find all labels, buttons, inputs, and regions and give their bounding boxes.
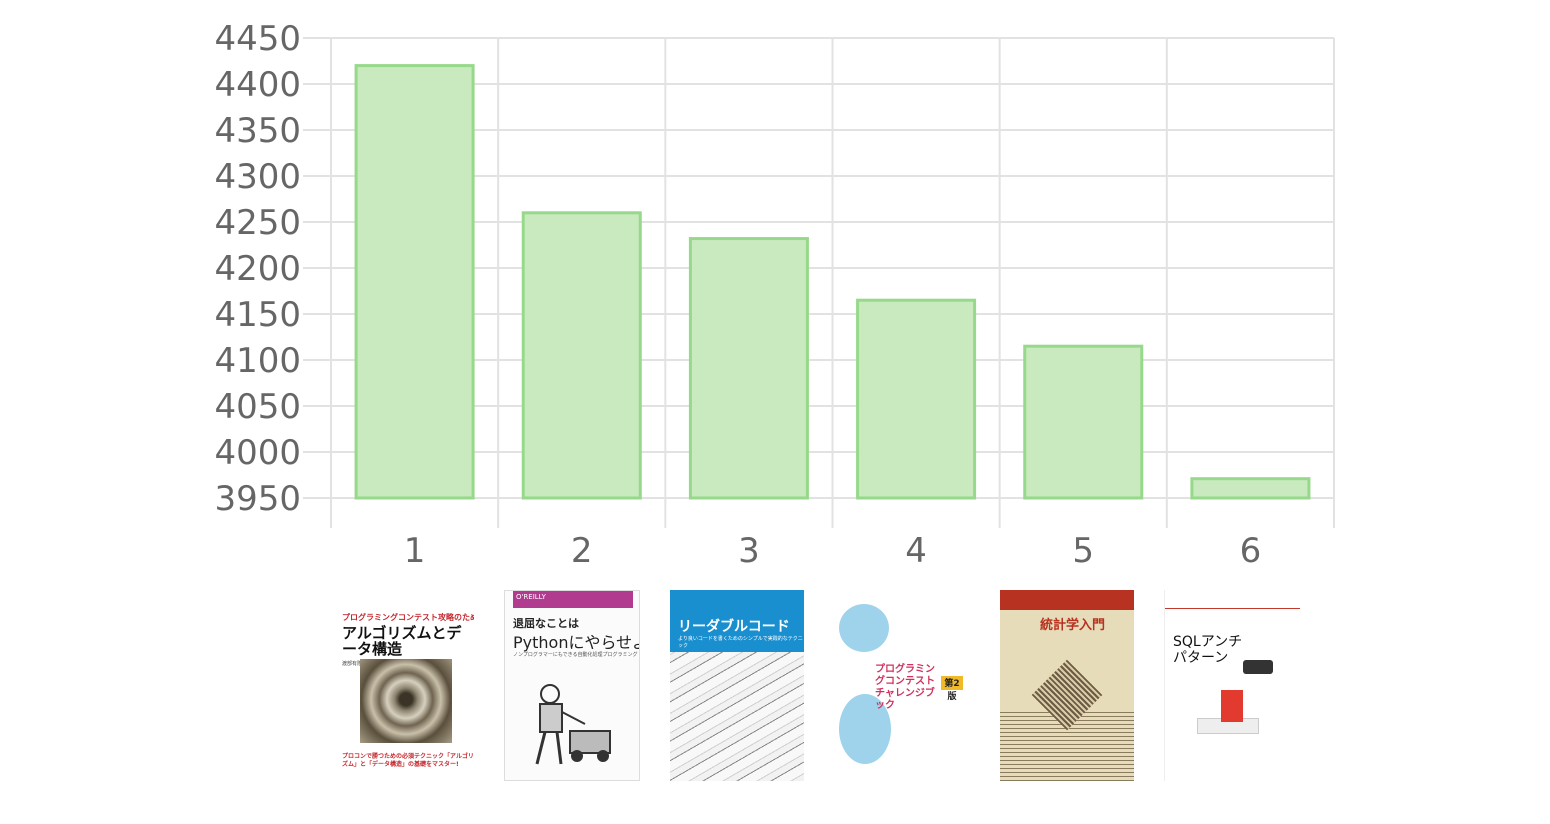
book-cover-python: O'REILLY 退屈なことは Pythonにやらせよう ノンプログラマーにもで… bbox=[504, 590, 640, 781]
bar-2 bbox=[521, 211, 642, 500]
sheet-music-image bbox=[670, 652, 804, 781]
y-tick-label: 3950 bbox=[214, 479, 301, 519]
robot-lawnmower-illustration bbox=[535, 684, 611, 765]
cover-1-title-line: プログラミングコンテスト攻略のための bbox=[342, 613, 474, 622]
red-band bbox=[1000, 590, 1134, 610]
bar-3 bbox=[688, 237, 809, 500]
y-tick-label: 4100 bbox=[214, 341, 301, 381]
y-tick-label: 4350 bbox=[214, 111, 301, 151]
book-cover-statistics: 統計学入門 bbox=[1000, 590, 1134, 781]
cover-3-title: リーダブルコード bbox=[678, 619, 790, 635]
book-cover-sql-antipatterns: SQLアンチパターン bbox=[1164, 590, 1300, 781]
x-tick-label: 2 bbox=[571, 531, 593, 571]
cover-1-title: アルゴリズムとデータ構造 bbox=[342, 624, 462, 658]
spiral-staircase-image bbox=[360, 659, 452, 743]
y-tick-label: 4400 bbox=[214, 65, 301, 105]
bars bbox=[354, 64, 1311, 500]
cover-6-title: SQLアンチパターン bbox=[1173, 634, 1243, 666]
x-tick-label: 3 bbox=[738, 531, 760, 571]
x-axis-ticks: 1 2 3 4 5 6 bbox=[404, 531, 1261, 571]
y-axis-ticks: 4450 4400 4350 4300 4250 4200 4150 4100 4050 4000… bbox=[214, 19, 301, 519]
cover-2-subtitle: ノンプログラマーにもできる自動化処理プログラミング bbox=[513, 652, 638, 658]
ant-illustration-bottom bbox=[839, 694, 891, 764]
y-tick-label: 4300 bbox=[214, 157, 301, 197]
book-cover-readable-code: リーダブルコード より良いコードを書くためのシンプルで実践的なテクニック bbox=[670, 590, 804, 781]
top-rule bbox=[1165, 608, 1300, 609]
x-tick-label: 1 bbox=[404, 531, 426, 571]
cover-3-subtitle: より良いコードを書くためのシンプルで実践的なテクニック bbox=[678, 636, 803, 649]
y-tick-label: 4050 bbox=[214, 387, 301, 427]
red-block bbox=[1221, 690, 1243, 722]
bar-5 bbox=[1023, 344, 1144, 500]
book-cover-algorithms: プログラミングコンテスト攻略のための アルゴリズムとデータ構造 渡部有隆 著 プ… bbox=[336, 590, 474, 781]
x-tick-label: 6 bbox=[1240, 531, 1262, 571]
cover-2-title: Pythonにやらせよう bbox=[513, 633, 639, 652]
y-tick-label: 4450 bbox=[214, 19, 301, 59]
x-tick-label: 4 bbox=[905, 531, 927, 571]
cover-4-title: プログラミングコンテストチャレンジブック bbox=[875, 664, 935, 711]
cover-5-title: 統計学入門 bbox=[1040, 618, 1106, 633]
blue-band bbox=[670, 590, 804, 652]
cover-4-edition-badge: 第2版 bbox=[941, 676, 963, 702]
bar-6 bbox=[1190, 477, 1311, 500]
grid-lines bbox=[303, 37, 1335, 528]
cover-1-tagline: プロコンで勝つための必須テクニック「アルゴリズム」と「データ構造」の基礎をマスタ… bbox=[342, 753, 474, 768]
oreilly-band: O'REILLY bbox=[513, 591, 633, 608]
bar-chart: 4450 4400 4350 4300 4250 4200 4150 4100 4050 4000… bbox=[214, 19, 1335, 571]
bar-4 bbox=[856, 298, 977, 500]
y-tick-label: 4200 bbox=[214, 249, 301, 289]
hammer-icon bbox=[1243, 660, 1273, 674]
y-tick-label: 4000 bbox=[214, 433, 301, 473]
y-tick-label: 4250 bbox=[214, 203, 301, 243]
book-cover-contest-challenge: プログラミングコンテストチャレンジブック 第2版 bbox=[833, 590, 969, 781]
bar-1 bbox=[354, 64, 475, 500]
cover-1-author: 渡部有隆 著 bbox=[342, 661, 369, 667]
cover-2-title-top: 退屈なことは bbox=[513, 617, 579, 630]
y-tick-label: 4150 bbox=[214, 295, 301, 335]
cover-2-publisher: O'REILLY bbox=[516, 593, 546, 601]
ant-illustration-top bbox=[839, 604, 889, 652]
x-tick-label: 5 bbox=[1072, 531, 1094, 571]
